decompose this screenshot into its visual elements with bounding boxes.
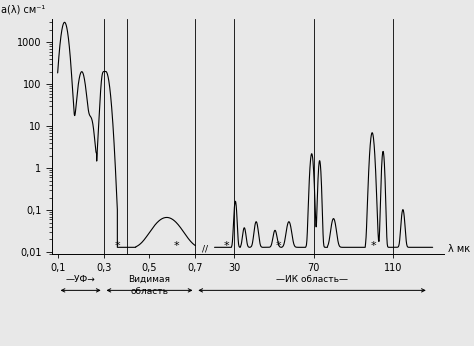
Text: *: *	[370, 241, 376, 251]
Text: λ мк: λ мк	[448, 244, 470, 254]
Text: —ИК область—: —ИК область—	[276, 275, 348, 284]
Text: *: *	[275, 241, 281, 251]
Text: *: *	[115, 241, 120, 251]
Text: —УФ→: —УФ→	[66, 275, 95, 284]
Text: //: //	[202, 244, 208, 253]
Text: Видимая: Видимая	[128, 275, 171, 284]
Text: a(λ) см⁻¹: a(λ) см⁻¹	[1, 5, 45, 15]
Text: *: *	[224, 241, 229, 251]
Text: *: *	[173, 241, 179, 251]
Text: область: область	[130, 287, 168, 296]
